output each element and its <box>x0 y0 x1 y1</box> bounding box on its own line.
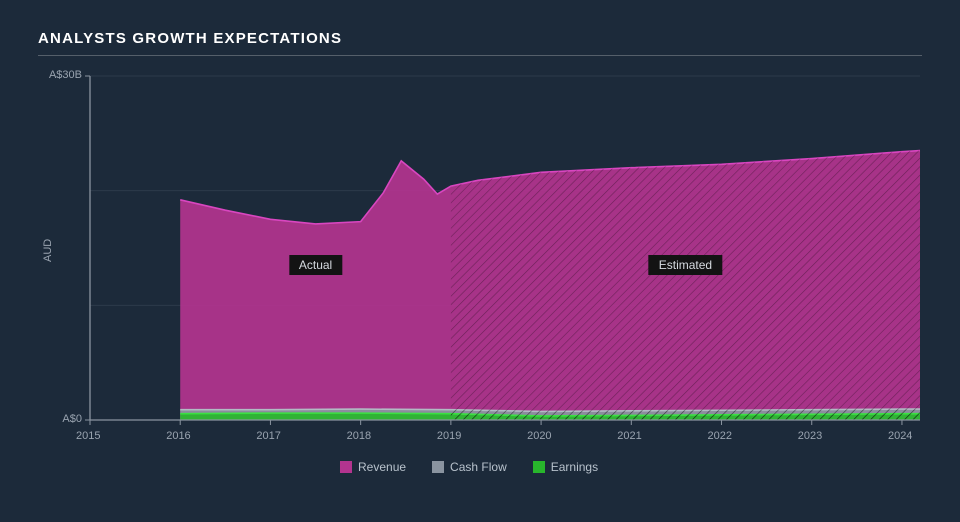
x-tick-label: 2015 <box>76 430 100 442</box>
plot-svg <box>0 0 960 522</box>
legend-label: Revenue <box>358 460 406 474</box>
x-tick-label: 2020 <box>527 430 551 442</box>
y-tick-label: A$0 <box>62 413 82 425</box>
region-label-actual: Actual <box>289 255 342 275</box>
legend-item: Revenue <box>340 460 406 474</box>
legend-item: Cash Flow <box>432 460 507 474</box>
x-tick-label: 2024 <box>888 430 912 442</box>
region-label-estimated: Estimated <box>649 255 722 275</box>
legend-swatch <box>340 461 352 473</box>
legend-swatch <box>432 461 444 473</box>
x-tick-label: 2021 <box>617 430 641 442</box>
x-tick-label: 2023 <box>798 430 822 442</box>
growth-chart: ANALYSTS GROWTH EXPECTATIONS A$0A$30B 20… <box>0 0 960 522</box>
legend-label: Earnings <box>551 460 598 474</box>
y-axis-title: AUD <box>42 239 54 262</box>
legend-item: Earnings <box>533 460 598 474</box>
y-tick-label: A$30B <box>49 69 82 81</box>
x-tick-label: 2017 <box>256 430 280 442</box>
x-tick-label: 2019 <box>437 430 461 442</box>
legend-swatch <box>533 461 545 473</box>
x-tick-label: 2018 <box>347 430 371 442</box>
chart-legend: Revenue Cash Flow Earnings <box>340 460 598 474</box>
x-tick-label: 2016 <box>166 430 190 442</box>
legend-label: Cash Flow <box>450 460 507 474</box>
x-tick-label: 2022 <box>708 430 732 442</box>
